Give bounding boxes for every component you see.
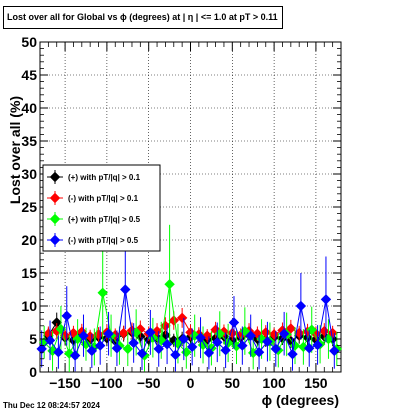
y-tick-label: 25 (21, 199, 37, 215)
data-point (86, 345, 98, 357)
data-point (262, 336, 273, 347)
data-point (320, 294, 332, 305)
legend-box (42, 164, 161, 252)
series-2 (43, 307, 338, 343)
data-point (220, 345, 231, 356)
data-point (237, 340, 248, 351)
data-point (36, 343, 47, 355)
x-axis-title: ϕ (degrees) (262, 392, 339, 408)
data-point (186, 341, 198, 353)
data-series (36, 224, 343, 372)
data-point (278, 328, 290, 339)
data-point (111, 343, 123, 354)
data-point (151, 325, 163, 337)
data-point (319, 325, 330, 337)
data-point (176, 312, 188, 324)
data-point (78, 330, 89, 341)
data-point (203, 347, 215, 359)
data-point (285, 323, 297, 334)
legend-label: (+) with pT/|q| > 0.5 (68, 215, 141, 224)
data-point (253, 346, 265, 358)
x-tick-label: −150 (49, 375, 81, 391)
data-point (228, 317, 240, 328)
data-point (94, 340, 106, 351)
y-tick-label: 50 (21, 34, 37, 50)
data-point (260, 327, 271, 338)
legend-swatch-marker (49, 192, 61, 204)
data-point (118, 327, 129, 339)
legend: (+) with pT/|q| > 0.1 (-) with pT/|q| > 0… (42, 164, 161, 252)
legend-swatch-marker (49, 213, 61, 225)
y-tick-label: 10 (21, 298, 37, 314)
x-tick-label: 0 (187, 375, 195, 391)
timestamp: Thu Dec 12 08:24:57 2024 (3, 401, 100, 410)
y-tick-label: 0 (29, 364, 37, 380)
x-tick-label: 50 (225, 375, 241, 391)
data-point (160, 320, 171, 332)
data-point (103, 328, 114, 339)
legend-label: (-) with pT/|q| > 0.1 (68, 194, 139, 203)
data-point (245, 330, 256, 341)
y-tick-label: 40 (21, 100, 37, 116)
data-point (178, 333, 190, 345)
chart-title: Lost over all for Global vs ϕ (degrees) … (3, 6, 283, 29)
data-point (329, 345, 340, 357)
x-tick-label: 150 (304, 375, 328, 391)
x-tick-label: −100 (91, 375, 123, 391)
data-point (295, 300, 307, 312)
legend-swatch-marker (49, 171, 61, 183)
data-point (97, 287, 108, 299)
y-tick-label: 15 (21, 265, 37, 281)
legend-label: (+) with pT/|q| > 0.1 (68, 173, 141, 182)
x-tick-label: −50 (137, 375, 161, 391)
data-point (304, 343, 315, 354)
data-point (195, 332, 206, 343)
data-point (120, 284, 131, 295)
data-point (128, 337, 139, 349)
y-tick-label: 30 (21, 166, 37, 182)
data-point (270, 343, 281, 355)
data-point (53, 346, 64, 358)
series-4 (36, 249, 340, 372)
legend-swatch-marker (49, 234, 61, 246)
data-point (153, 343, 164, 355)
data-point (136, 348, 148, 359)
data-point (227, 327, 238, 339)
y-tick-label: 5 (29, 331, 37, 347)
y-tick-label: 20 (21, 232, 37, 248)
data-point (61, 310, 72, 322)
data-point (287, 348, 298, 360)
data-point (122, 343, 133, 355)
y-tick-label: 45 (21, 67, 37, 83)
data-point (69, 350, 81, 361)
data-point (164, 279, 175, 290)
axis-ticks: 0 5 10 15 20 25 30 35 40 45 50 −150 −100 −50 0 50 100 150 (21, 34, 341, 391)
x-tick-label: 100 (262, 375, 286, 391)
data-point (170, 349, 181, 361)
data-point (212, 337, 223, 348)
y-tick-label: 35 (21, 133, 37, 149)
data-point (145, 327, 156, 338)
y-axis-title: Lost over all (%) (7, 96, 23, 204)
data-point (161, 339, 173, 350)
data-point (168, 315, 179, 326)
data-point (268, 329, 280, 340)
data-point (312, 339, 323, 351)
legend-label: (-) with pT/|q| > 0.5 (68, 236, 139, 245)
